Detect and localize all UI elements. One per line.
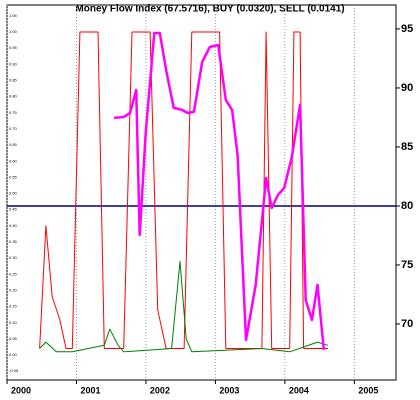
y-tick-label: 0.75 bbox=[9, 110, 18, 115]
y-tick-label: 0.80 bbox=[9, 94, 18, 99]
y-tick-label: 0.30 bbox=[9, 255, 18, 260]
y-tick-label: 0.20 bbox=[9, 287, 18, 292]
x-tick-label: 2000 bbox=[11, 385, 31, 395]
y-tick-label: 0.55 bbox=[9, 174, 18, 179]
y-tick-label: 0.10 bbox=[9, 320, 18, 325]
y-tick-label: 0.65 bbox=[9, 142, 18, 147]
x-tick-label: 2004 bbox=[289, 385, 309, 395]
y-tick-label: 0.70 bbox=[9, 126, 18, 131]
y-tick-label: 0.00 bbox=[9, 352, 18, 357]
y-tick-label: 1.00 bbox=[9, 29, 18, 34]
x-tick-label: 2001 bbox=[80, 385, 100, 395]
y2-tick-label: 70 bbox=[401, 318, 413, 330]
y-tick-label: 0.05 bbox=[9, 336, 18, 341]
y-tick-label: 0.45 bbox=[9, 207, 18, 212]
series-line bbox=[113, 31, 326, 351]
y2-tick-label: 75 bbox=[401, 259, 413, 271]
y-tick-label: 0.40 bbox=[9, 223, 18, 228]
y2-tick-label: 85 bbox=[401, 141, 413, 153]
y2-tick-label: 95 bbox=[401, 23, 413, 35]
y-tick-label: 0.85 bbox=[9, 78, 18, 83]
y-tick-label: 0.95 bbox=[9, 45, 18, 50]
x-tick-label: 2005 bbox=[358, 385, 378, 395]
y-tick-label: 0.60 bbox=[9, 158, 18, 163]
y-tick-label: 1.05 bbox=[9, 13, 18, 18]
series-line bbox=[39, 31, 328, 349]
y-tick-label: 0.15 bbox=[9, 304, 18, 309]
series-line bbox=[39, 260, 329, 353]
chart-title: Money Flow Index (67.5716), BUY (0.0320)… bbox=[75, 4, 344, 15]
plot-frame bbox=[6, 4, 397, 381]
y-tick-label: 0.50 bbox=[9, 191, 18, 196]
x-tick-label: 2002 bbox=[150, 385, 170, 395]
y-tick-label: 0.90 bbox=[9, 61, 18, 66]
y2-tick-label: 90 bbox=[401, 82, 413, 94]
y2-tick-label: 80 bbox=[401, 200, 413, 212]
y-tick-label: 0.25 bbox=[9, 271, 18, 276]
y-tick-label: 0.35 bbox=[9, 239, 18, 244]
x-tick-label: 2003 bbox=[219, 385, 239, 395]
y-tick-label: -0.05 bbox=[9, 368, 19, 373]
